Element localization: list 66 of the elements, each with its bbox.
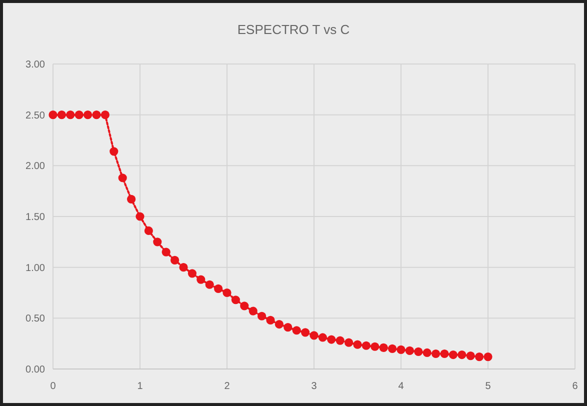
x-tick-label: 1 [137,381,144,392]
point [466,351,475,360]
point [440,349,449,358]
x-tick-label: 5 [485,381,492,392]
y-tick-label: 2.50 [26,110,46,122]
point [458,350,466,360]
point [405,346,414,355]
point [153,238,162,246]
point [84,110,92,120]
point [162,248,170,256]
point [92,110,101,120]
point [414,347,423,356]
y-tick-label: 0.00 [26,364,46,376]
point [258,312,266,320]
point [222,288,232,298]
x-tick-label: 6 [572,381,578,392]
point [66,110,75,120]
point [310,331,318,340]
point [179,263,188,272]
point [422,348,432,358]
point [388,344,397,353]
point [448,350,458,360]
point [231,296,240,304]
point [353,340,362,349]
point [170,256,180,265]
point [240,302,249,310]
point [136,212,144,221]
point [205,280,214,289]
point [100,110,110,120]
point [266,316,275,324]
y-tick-label: 2.00 [26,161,46,172]
point [327,335,336,344]
point [196,275,206,284]
chart-title: ESPECTRO T vs C [237,22,350,37]
point [362,341,370,350]
point [318,333,327,342]
point [396,345,406,354]
y-tick-label: 3.00 [26,60,46,70]
point [48,110,58,120]
point [379,343,388,352]
x-tick-label: 3 [311,381,318,392]
point [301,328,310,337]
point [370,342,380,351]
point [484,352,492,362]
point [432,349,440,358]
point [336,336,344,345]
point [127,194,136,204]
point [188,269,196,278]
x-tick-label: 0 [50,381,56,392]
point [118,174,127,182]
point [344,338,354,347]
point [284,323,292,332]
point [274,320,284,329]
point [74,110,84,120]
point [57,110,66,120]
point [110,147,118,156]
y-tick-label: 0.50 [26,314,46,325]
point [292,326,301,335]
point [475,352,484,362]
point [144,226,153,236]
y-tick-label: 1.00 [26,262,46,274]
x-tick-label: 2 [224,381,230,392]
y-tick-label: 1.50 [26,212,46,223]
point [214,284,223,293]
x-tick-label: 4 [398,381,404,392]
point [248,306,258,316]
